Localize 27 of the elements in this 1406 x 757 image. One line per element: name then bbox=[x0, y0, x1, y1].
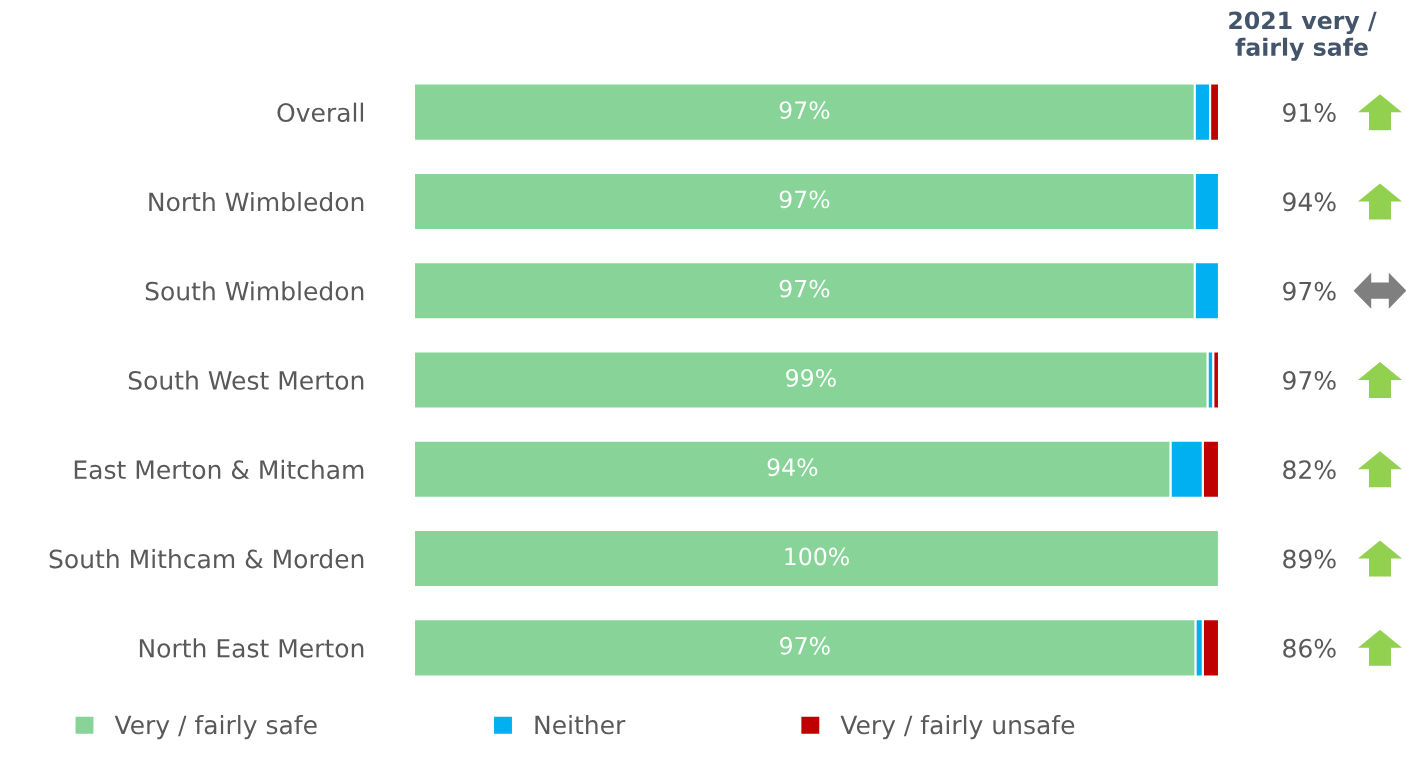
y-tick-label: East Merton & Mitcham bbox=[74, 459, 364, 480]
y2-tick-label: 97% bbox=[1283, 370, 1336, 390]
data-label: 97% bbox=[779, 279, 830, 298]
legend-label: Very / fairly safe bbox=[114, 715, 317, 740]
y2-tick-label: 86% bbox=[1283, 638, 1336, 658]
y2-tick-label: 91% bbox=[1283, 103, 1336, 122]
legend-label: Neither bbox=[535, 715, 626, 735]
y2-tick-label: 97% bbox=[1283, 281, 1336, 301]
bar bbox=[414, 528, 1219, 589]
data-label: 94% bbox=[767, 458, 818, 477]
y-tick-label: South Wimbledon bbox=[145, 281, 364, 301]
bar bbox=[414, 350, 1209, 410]
data-label: 99% bbox=[786, 368, 836, 387]
y2-axis-title: 2021 very / fairly safe bbox=[1229, 11, 1377, 61]
y-tick-label: North Wimbledon bbox=[149, 191, 364, 212]
y-tick-label: Overall bbox=[277, 102, 364, 122]
legend-label: Very / fairly unsafe bbox=[840, 715, 1075, 740]
data-label: 97% bbox=[779, 190, 830, 209]
y-tick-label: North East Merton bbox=[139, 638, 364, 658]
data-label: 100% bbox=[785, 547, 849, 566]
y-tick-label: South West Merton bbox=[128, 370, 364, 390]
y2-tick-label: 82% bbox=[1283, 460, 1336, 480]
y2-tick-label: 89% bbox=[1283, 549, 1336, 569]
y-tick-label: South Mithcam & Morden bbox=[49, 549, 364, 569]
data-label: 97% bbox=[779, 101, 830, 119]
data-label: 97% bbox=[780, 636, 830, 655]
y2-tick-label: 94% bbox=[1283, 192, 1336, 212]
